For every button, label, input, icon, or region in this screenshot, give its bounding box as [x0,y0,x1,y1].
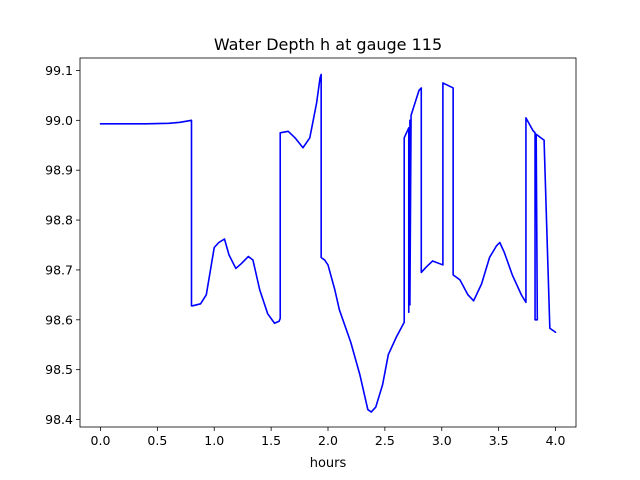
y-axis: 98.4 98.5 98.6 98.7 98.8 98.9 99.0 99.1 [45,63,80,427]
x-tick-label: 3.5 [489,433,509,448]
x-tick-label: 1.0 [204,433,224,448]
x-tick-label: 0.0 [91,433,111,448]
y-tick-label: 98.5 [45,362,73,377]
x-tick-label: 2.5 [375,433,395,448]
x-tick-label: 3.0 [432,433,452,448]
x-tick-label: 0.5 [147,433,167,448]
y-tick-label: 98.8 [45,213,73,228]
x-axis-label: hours [310,456,347,471]
x-tick-label: 1.5 [261,433,281,448]
chart-title: Water Depth h at gauge 115 [214,35,442,54]
x-tick-label: 2.0 [318,433,338,448]
plot-frame [79,57,577,428]
series-layer [99,73,557,413]
x-axis: 0.0 0.5 1.0 1.5 2.0 2.5 3.0 3.5 4.0 [91,427,566,448]
y-tick-label: 98.4 [45,412,73,427]
plot-area: 0.0 0.5 1.0 1.5 2.0 2.5 3.0 3.5 4.0 98.4 98.5 98.6… [45,57,577,448]
y-tick-label: 99.0 [45,113,73,128]
y-tick-label: 98.6 [45,312,73,327]
y-tick-label: 98.7 [45,262,73,277]
x-tick-label: 4.0 [546,433,566,448]
y-tick-label: 99.1 [45,63,73,78]
y-tick-label: 98.9 [45,163,73,178]
series-line-0 [99,73,557,413]
